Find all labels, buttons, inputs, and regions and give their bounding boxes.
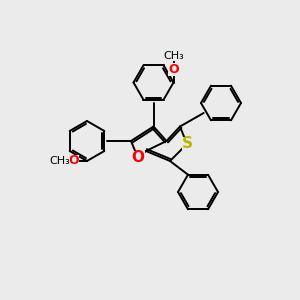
Text: CH₃: CH₃ <box>163 50 184 61</box>
Text: S: S <box>182 136 193 152</box>
Text: O: O <box>69 154 79 167</box>
Text: O: O <box>131 151 145 166</box>
Text: O: O <box>168 63 179 76</box>
Text: CH₃: CH₃ <box>50 156 70 166</box>
